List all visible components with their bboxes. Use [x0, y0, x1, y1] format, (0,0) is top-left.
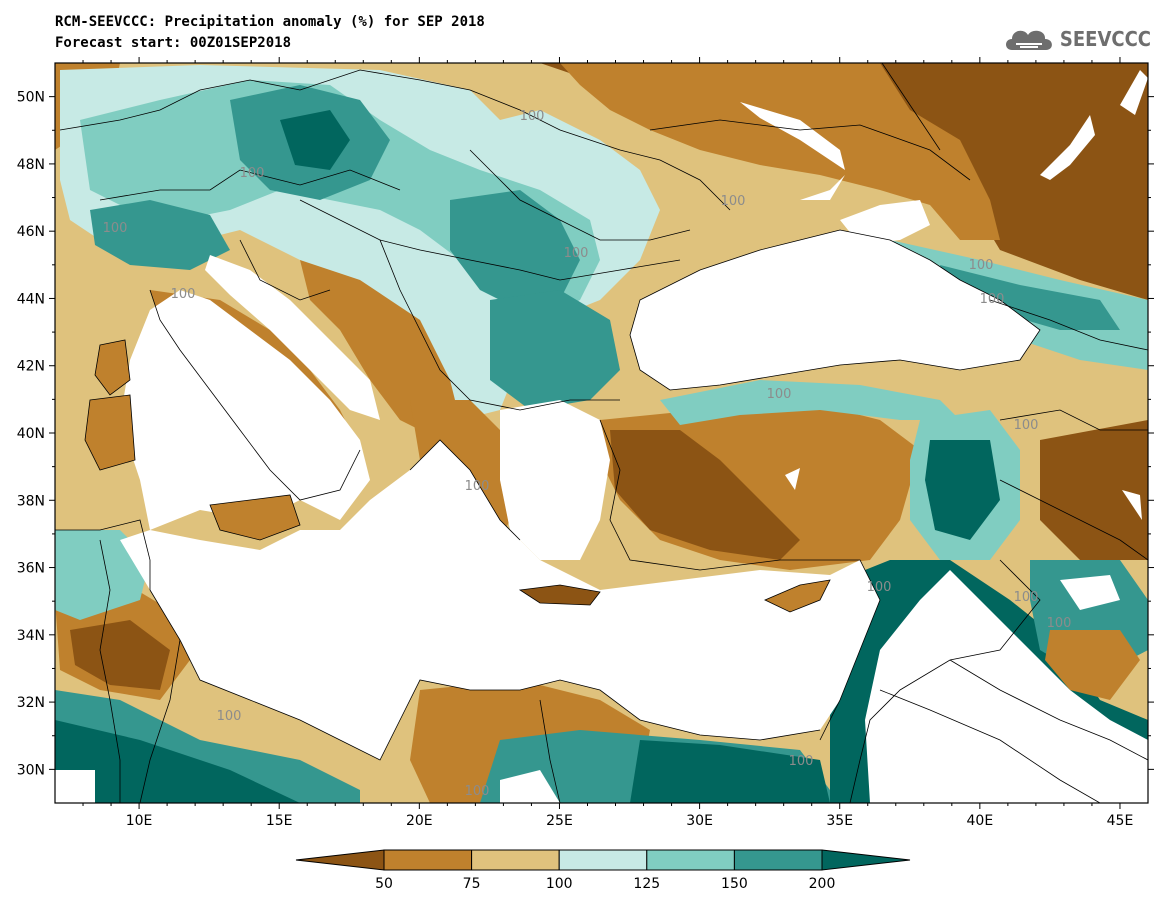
cloud-logo-icon	[1005, 30, 1052, 50]
sea-tyrrhenian-islands	[85, 340, 135, 470]
lat-tick-label: 40N	[17, 426, 45, 442]
forecast-start-label: Forecast start: 00Z01SEP2018	[55, 35, 292, 51]
contour-label: 100	[465, 479, 490, 494]
contour-label: 100	[1014, 418, 1039, 433]
contour-labels: 100 100 100 100 100 100 100 100 100 100 …	[103, 109, 1072, 799]
colorbar-label: 100	[546, 876, 573, 892]
wet-core-sahara-west	[55, 720, 300, 803]
lon-tick-label: 10E	[126, 813, 153, 829]
colorbar-max-extend	[821, 849, 911, 871]
lat-tick-label: 30N	[17, 762, 45, 778]
map-title: RCM-SEEVCCC: Precipitation anomaly (%) f…	[55, 14, 485, 30]
lat-tick-label: 34N	[17, 628, 45, 644]
contour-label: 100	[465, 784, 490, 799]
lat-tick-label: 38N	[17, 493, 45, 509]
dry-region-east	[1040, 420, 1148, 560]
island-cyprus	[765, 580, 830, 612]
lat-tick-label: 32N	[17, 695, 45, 711]
wet-core-bulgaria	[490, 290, 620, 410]
lat-tick-label: 36N	[17, 561, 45, 577]
lon-tick-label: 25E	[546, 813, 573, 829]
colorbar-segment	[733, 849, 823, 871]
contour-label: 100	[103, 221, 128, 236]
lat-tick-label: 50N	[17, 90, 45, 106]
lon-tick-label: 45E	[1107, 813, 1134, 829]
very-dry-turkey	[610, 430, 800, 560]
wet-region-algeria	[55, 530, 150, 620]
very-dry-tunisia	[70, 620, 170, 690]
sea-black	[630, 230, 1040, 390]
contour-label: 100	[969, 258, 994, 273]
no-data-caspian-east	[1060, 575, 1120, 610]
contour-label: 100	[171, 287, 196, 302]
wet-core-alps	[90, 200, 230, 270]
wet-core-austria-inner	[280, 110, 350, 170]
dry-region-adriatic	[300, 260, 460, 440]
country-borders	[59, 63, 1148, 803]
contour-label: 100	[217, 709, 242, 724]
colorbar-min-extend	[295, 849, 385, 871]
coastlines	[55, 229, 1041, 761]
lat-tick-label: 46N	[17, 224, 45, 240]
contour-label: 100	[1014, 590, 1039, 605]
no-data-west	[55, 770, 95, 803]
colorbar-segment	[646, 849, 735, 871]
contour-label: 100	[240, 166, 265, 181]
sea-azov	[840, 200, 930, 245]
contour-label: 100	[980, 292, 1005, 307]
no-data-egypt	[500, 770, 560, 803]
sea-mediterranean	[120, 290, 880, 760]
colorbar-label: 50	[375, 876, 393, 892]
wet-core-egypt	[630, 740, 830, 803]
lon-tick-label: 35E	[826, 813, 853, 829]
colorbar-label: 75	[463, 876, 481, 892]
contour-label: 100	[867, 580, 892, 595]
contour-label: 100	[1047, 616, 1072, 631]
dry-iraq-core	[1045, 630, 1140, 700]
colorbar-label: 200	[809, 876, 836, 892]
colorbar-label: 150	[721, 876, 748, 892]
contour-label: 100	[789, 754, 814, 769]
longitude-axis: 10E 15E 20E 25E 30E 35E 40E 45E	[82, 57, 1134, 829]
lon-tick-label: 15E	[266, 813, 293, 829]
map-field: 100 100 100 100 100 100 100 100 100 100 …	[55, 63, 1148, 803]
lat-tick-label: 44N	[17, 291, 45, 307]
contour-label: 100	[721, 194, 746, 209]
lon-tick-label: 30E	[686, 813, 713, 829]
sea-adriatic	[205, 255, 380, 420]
latitude-axis: 50N 48N 46N 44N 42N 40N 38N 36N 34N 32N 30N	[17, 90, 1154, 778]
contour-label: 100	[520, 109, 545, 124]
logo-text: SEEVCCC	[1059, 27, 1151, 51]
seevccc-logo: SEEVCCC	[1002, 22, 1151, 56]
colorbar-label: 125	[633, 876, 660, 892]
lon-tick-label: 20E	[406, 813, 433, 829]
colorbar: 50 75 100 125 150 200	[295, 849, 911, 892]
lat-tick-label: 48N	[17, 157, 45, 173]
dry-region-ukraine	[560, 63, 1000, 240]
contour-label: 100	[564, 246, 589, 261]
colorbar-segment	[558, 849, 648, 871]
colorbar-segment	[471, 849, 560, 871]
wet-core-caucasus	[940, 265, 1120, 330]
dry-region-russia	[540, 63, 1148, 300]
no-data-strips	[740, 70, 1148, 520]
sea-aegean	[500, 400, 610, 560]
island-sicily	[210, 495, 300, 540]
wet-core-east-turkey	[925, 440, 1000, 540]
island-crete	[520, 585, 600, 605]
wet-black-sea-coast	[660, 380, 960, 425]
contour-label: 100	[767, 387, 792, 402]
lat-tick-label: 42N	[17, 359, 45, 375]
wet-core-romania	[450, 190, 580, 310]
colorbar-segment	[383, 849, 473, 871]
lon-tick-label: 40E	[967, 813, 994, 829]
no-data-arabia	[865, 570, 1148, 803]
